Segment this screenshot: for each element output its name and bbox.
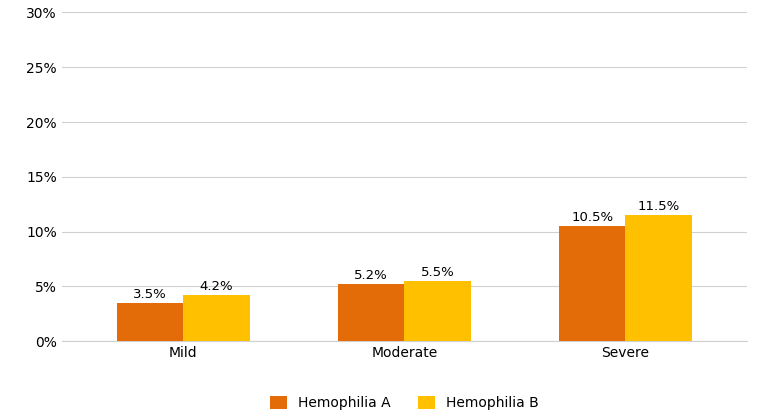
Bar (338, 284, 404, 341)
Bar (625, 215, 691, 341)
Legend: Hemophilia A, Hemophilia B: Hemophilia A, Hemophilia B (264, 391, 544, 416)
Bar (117, 303, 183, 341)
Text: 3.5%: 3.5% (133, 287, 167, 301)
Bar (404, 281, 470, 341)
Bar (183, 295, 249, 341)
Bar (559, 226, 625, 341)
Text: 10.5%: 10.5% (571, 211, 613, 224)
Text: 5.2%: 5.2% (354, 269, 388, 282)
Text: 5.5%: 5.5% (420, 266, 454, 279)
Text: 4.2%: 4.2% (199, 280, 233, 293)
Text: 11.5%: 11.5% (638, 200, 680, 213)
